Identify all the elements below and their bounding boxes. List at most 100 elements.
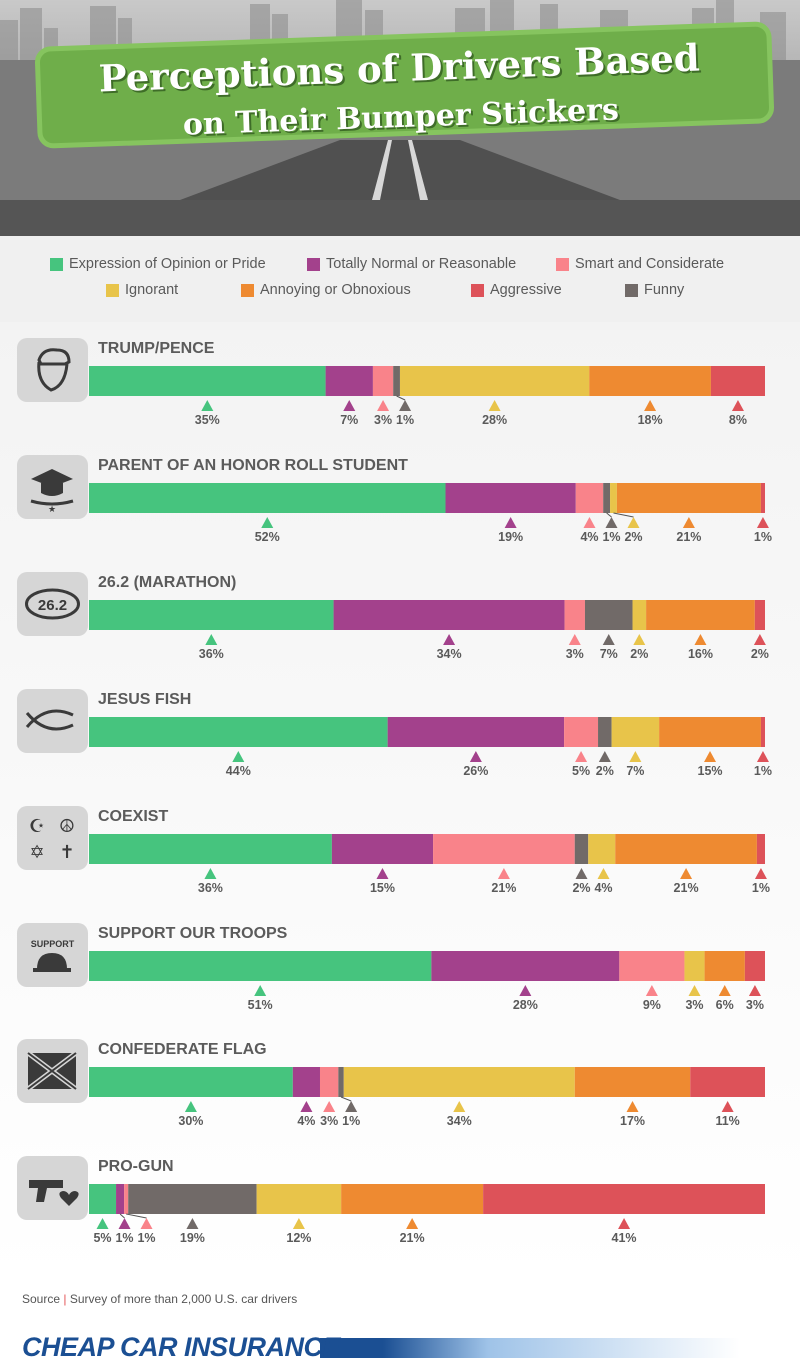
pointer-marker [377,400,390,411]
bar-segment-annoying [704,951,745,981]
data-label: 2% [751,647,769,661]
pointer-marker [753,634,766,645]
data-label: 1% [602,530,620,544]
data-label: 35% [195,413,220,427]
leader-line [119,1213,125,1219]
legend-label: Totally Normal or Reasonable [326,256,517,272]
bar-segment-funny [338,1067,344,1097]
data-label: 5% [93,1231,111,1245]
data-label: 28% [482,413,507,427]
svg-text:✡: ✡ [29,842,44,862]
bar-segment-annoying [646,600,755,630]
data-label: 44% [226,764,251,778]
pointer-marker [488,400,501,411]
bar-segment-normal [292,1067,320,1097]
bar-segment-ignorant [256,1184,342,1214]
icon-tile [17,338,88,402]
bar-segment-aggressive [754,600,765,630]
pointer-marker [754,868,767,879]
pointer-marker [96,1218,109,1229]
bar-segment-opinion [89,1067,293,1097]
bar-segment-annoying [659,717,761,747]
pointer-marker [694,634,707,645]
pointer-marker [469,751,482,762]
source-note: Source | Survey of more than 2,000 U.S. … [22,1292,297,1306]
bar-segment-opinion [89,951,432,981]
pointer-marker [345,1101,358,1112]
data-label: 3% [320,1114,338,1128]
bar-segment-funny [603,483,611,513]
stacked-bar: 36% 34% 3% 7% 2% 16% 2% [89,600,769,661]
religious-symbols-icon: ☪ ☮ ✡ ✝ [29,816,75,862]
svg-text:☪: ☪ [29,816,45,836]
bar-segment-smart [564,717,599,747]
data-label: 4% [594,881,612,895]
legend-item-ignorant: Ignorant [106,282,178,298]
bar-segment-funny [128,1184,257,1214]
bar-segment-normal [325,366,373,396]
data-label: 41% [612,1231,637,1245]
pointer-marker [568,634,581,645]
data-label: 8% [729,413,747,427]
bar-segment-aggressive [760,483,765,513]
data-label: 3% [566,647,584,661]
fish-icon [25,709,74,731]
pointer-marker [629,751,642,762]
stacked-bar: 36% 15% 21% 2% 4% 21% 1% [89,834,770,895]
legend-label: Smart and Considerate [575,256,725,272]
data-label: 34% [437,647,462,661]
svg-text:☮: ☮ [59,816,75,836]
bar-segment-opinion [89,366,326,396]
pointer-marker [140,1218,153,1229]
pointer-marker [597,868,610,879]
bar-segment-funny [574,834,589,864]
legend-label: Funny [644,282,685,298]
data-label: 7% [626,764,644,778]
pointer-marker [598,751,611,762]
data-label: 7% [340,413,358,427]
pointer-marker [519,985,532,996]
legend-item-smart-considerate: Smart and Considerate [556,256,724,272]
legend-swatch [50,257,63,271]
data-label: 28% [513,998,538,1012]
row-title: PRO-GUN [98,1158,174,1175]
chart-row-trump-pence: TRUMP/PENCE 35% 7% 3% 1% 28% 18% 8% [0,320,800,437]
legend-swatch [106,283,119,297]
pointer-marker [118,1218,131,1229]
bar-segment-annoying [615,834,757,864]
legend-label: Ignorant [125,282,179,298]
bar-segment-smart [564,600,585,630]
bar-segment-normal [333,600,565,630]
stacked-bar: 52% 19% 4% 1% 2% 21% 1% [89,483,772,544]
legend-item-opinion-pride: Expression of Opinion or Pride [50,256,266,272]
pointer-marker [644,400,657,411]
data-label: 4% [580,530,598,544]
pointer-marker [254,985,267,996]
bar-segment-aggressive [483,1184,765,1214]
data-label: 1% [754,764,772,778]
pointer-marker [399,400,412,411]
bar-segment-aggressive [690,1067,765,1097]
bar-segment-annoying [589,366,711,396]
legend-label: Aggressive [490,282,562,298]
row-title: SUPPORT OUR TROOPS [98,925,288,942]
source-text: Survey of more than 2,000 U.S. car drive… [69,1292,298,1306]
confederate-flag-icon [26,1051,78,1091]
bar-segment-smart [372,366,394,396]
legend-swatch [625,283,638,297]
data-label: 2% [624,530,642,544]
icon-tile [17,689,88,753]
data-label: 3% [685,998,703,1012]
pointer-marker [688,985,701,996]
chart-row-pro-gun: PRO-GUN 5% 1% 1% 19% 12% 21% 41% [0,1138,800,1255]
data-label: 2% [572,881,590,895]
bar-segment-normal [387,717,565,747]
data-label: 1% [396,413,414,427]
pointer-marker [376,868,389,879]
data-label: 21% [674,881,699,895]
stacked-bar: 44% 26% 5% 2% 7% 15% 1% [89,717,772,778]
data-label: 18% [638,413,663,427]
data-label: 2% [630,647,648,661]
icon-tile [17,1039,88,1103]
bar-segment-smart [433,834,575,864]
